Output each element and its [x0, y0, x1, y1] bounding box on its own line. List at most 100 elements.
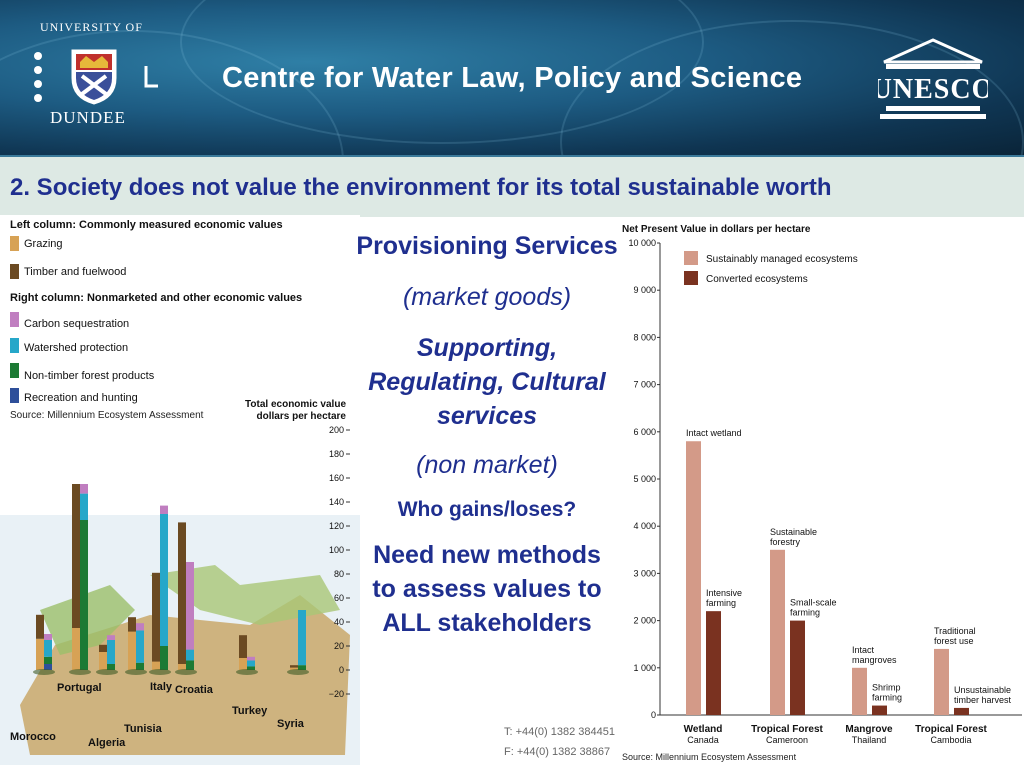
bar-syria-ntfp: [298, 665, 306, 670]
who-gains-text: Who gains/loses?: [397, 498, 577, 521]
bar-croatia-watershed: [186, 649, 194, 661]
provisioning-services-text: Provisioning Services: [356, 232, 618, 260]
bar-turkey-timber: [239, 635, 247, 658]
country-label: Syria: [277, 718, 305, 730]
bar-croatia-ntfp: [186, 660, 194, 670]
y-tick-label: 10 000: [628, 238, 656, 248]
bar-tunisia-watershed: [136, 630, 144, 663]
unesco-logo-icon: UNESCO: [878, 38, 988, 119]
supporting-services-text: Supporting, Regulating, Cultural service…: [368, 334, 606, 430]
category-place: Thailand: [852, 735, 887, 745]
y-tick-label: 0: [651, 710, 656, 720]
legend-swatch-sustainable: [684, 251, 698, 265]
slide-title-bar: 2. Society does not value the environmen…: [0, 155, 1024, 217]
category-place: Canada: [687, 735, 719, 745]
bar-sustainable-0: [686, 441, 701, 715]
legend-item-carbon: Carbon sequestration: [24, 318, 130, 330]
y-tick-label: 160: [329, 473, 344, 483]
need-new-methods-line1: Need new methods: [373, 541, 601, 569]
market-goods-text: (market goods): [402, 283, 572, 311]
legend-item-timber: Timber and fuelwood: [24, 266, 127, 278]
bar-base: [125, 669, 147, 675]
bar-sustainable-1: [770, 549, 785, 715]
bar-portugal-ntfp: [80, 520, 88, 670]
country-label: Portugal: [57, 682, 102, 694]
bar-base: [287, 669, 309, 675]
bar-portugal-timber: [72, 484, 80, 628]
category-label: Mangrove: [845, 724, 893, 735]
y-tick-label: 200: [329, 425, 344, 435]
legend-item-watershed: Watershed protection: [24, 342, 129, 354]
bar-label-converted: Shrimp: [872, 683, 901, 693]
bar-morocco-timber: [36, 614, 44, 639]
legend-item-ntfp: Non-timber forest products: [24, 370, 155, 382]
bar-algeria-ntfp: [107, 664, 115, 670]
y-tick-label: 20: [334, 641, 344, 651]
left-chart-panel: Left column: Commonly measured economic …: [0, 215, 360, 765]
y-tick-label: 2 000: [633, 616, 656, 626]
bar-algeria-timber: [99, 644, 107, 652]
category-place: Cameroon: [766, 735, 808, 745]
legend-converted: Converted ecosystems: [706, 274, 808, 285]
country-label: Tunisia: [124, 723, 163, 735]
legend-sustainable: Sustainably managed ecosystems: [706, 254, 858, 265]
legend-right-heading: Right column: Nonmarketed and other econ…: [10, 292, 303, 304]
header-banner: UNIVERSITY OF DUNDEE Centre for Water La…: [0, 0, 1024, 155]
bar-label-sustainable: forestry: [770, 537, 801, 547]
y-tick-label: 120: [329, 521, 344, 531]
right-chart-panel: Net Present Value in dollars per hectare…: [620, 222, 1024, 768]
category-place: Cambodia: [930, 735, 971, 745]
y-tick-label: 180: [329, 449, 344, 459]
bar-label-converted: farming: [790, 608, 820, 618]
contact-fax: F: +44(0) 1382 38867: [504, 746, 611, 758]
bar-tunisia-carbon: [136, 623, 144, 631]
legend-swatch-grazing: [10, 236, 19, 251]
bar-algeria-watershed: [107, 640, 115, 664]
bar-portugal-grazing: [72, 628, 80, 670]
legend-swatch-converted: [684, 271, 698, 285]
country-label: Croatia: [175, 684, 214, 696]
y-tick-label: 0: [339, 665, 344, 675]
bar-syria-timber: [290, 665, 298, 668]
bar-morocco-ntfp: [44, 656, 52, 664]
bar-italy-carbon: [160, 505, 168, 514]
country-label: Turkey: [232, 705, 268, 717]
bar-italy-ntfp: [160, 646, 168, 670]
y-tick-label: 9 000: [633, 285, 656, 295]
country-label: Italy: [150, 681, 173, 693]
bar-label-sustainable: mangroves: [852, 655, 897, 665]
bar-turkey-ntfp: [247, 666, 255, 670]
y-tick-label: 100: [329, 545, 344, 555]
category-label: Wetland: [684, 724, 723, 735]
y-tick-label: 7 000: [633, 380, 656, 390]
bar-label-sustainable: Intact wetland: [686, 428, 742, 438]
y-tick-label: 1 000: [633, 663, 656, 673]
bar-italy-grazing: [152, 661, 160, 670]
bar-morocco-carbon: [44, 634, 52, 640]
bar-converted-2: [872, 705, 887, 715]
dots-icon: [34, 52, 42, 102]
logo-mark-icon: [144, 66, 158, 88]
bar-base: [96, 669, 118, 675]
unesco-logo-text: UNESCO: [878, 74, 988, 105]
bar-tunisia-ntfp: [136, 662, 144, 670]
bar-tunisia-grazing: [128, 631, 136, 670]
chart-title: Net Present Value in dollars per hectare: [622, 224, 811, 235]
bar-tunisia-timber: [128, 617, 136, 632]
bar-label-sustainable: forest use: [934, 636, 974, 646]
university-name: DUNDEE: [50, 108, 126, 127]
y-tick-label: 6 000: [633, 427, 656, 437]
chart-title-line2: dollars per hectare: [257, 411, 347, 422]
bar-label-sustainable: Traditional: [934, 626, 976, 636]
bar-sustainable-3: [934, 648, 949, 715]
bar-croatia-grazing: [178, 664, 186, 670]
legend-swatch-watershed: [10, 338, 19, 353]
bar-base: [175, 669, 197, 675]
bar-croatia-timber: [178, 522, 186, 664]
bar-portugal-carbon: [80, 484, 88, 494]
y-tick-label: 4 000: [633, 521, 656, 531]
bar-label-converted: Unsustainable: [954, 685, 1011, 695]
y-tick-label: 80: [334, 569, 344, 579]
country-label: Morocco: [10, 731, 56, 743]
y-tick-label: 8 000: [633, 332, 656, 342]
